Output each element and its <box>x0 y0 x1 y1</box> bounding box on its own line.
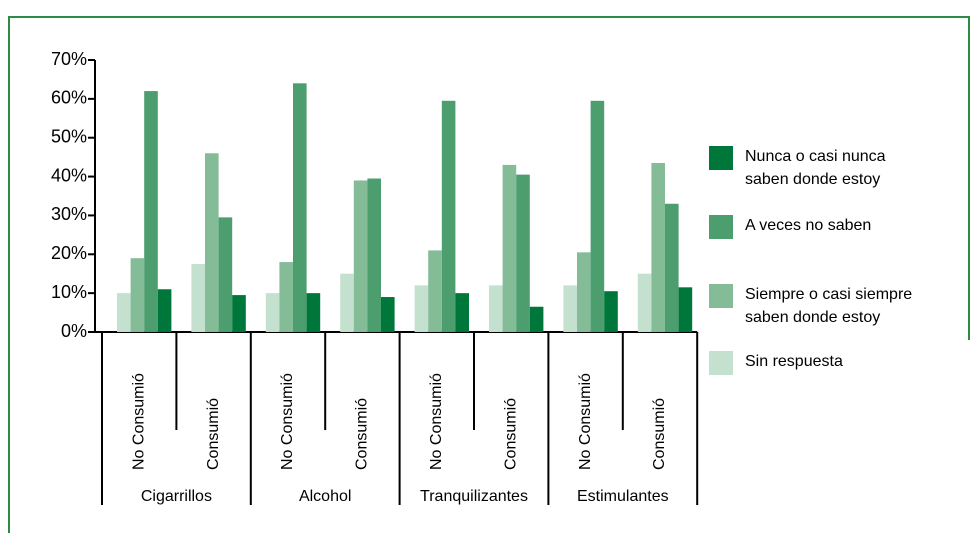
bar <box>529 306 544 332</box>
bar <box>293 83 307 332</box>
y-tick-label: 20% <box>51 243 87 263</box>
x-tick-label: Consumió <box>354 398 371 470</box>
bar <box>651 162 665 332</box>
legend-swatch <box>709 284 733 308</box>
bar <box>678 287 693 332</box>
x-tick-label: No Consumió <box>130 373 147 470</box>
legend-swatch <box>709 146 733 170</box>
frame <box>8 16 970 533</box>
group-label: Alcohol <box>299 488 351 505</box>
bar <box>502 164 517 332</box>
x-tick-label: Consumió <box>502 398 519 470</box>
legend-label: Sin respuesta <box>745 353 843 370</box>
group-label: Estimulantes <box>577 488 669 505</box>
legend-swatch <box>709 351 733 375</box>
x-tick-label: No Consumió <box>428 373 445 470</box>
y-tick-label: 50% <box>51 126 87 146</box>
bar <box>218 217 233 332</box>
bar <box>265 293 280 332</box>
bar <box>381 297 395 332</box>
bar <box>117 293 131 332</box>
x-tick-label: No Consumió <box>577 373 594 470</box>
bar <box>577 252 591 332</box>
bar <box>665 203 679 332</box>
legend-label: A veces no saben <box>745 217 872 234</box>
bar <box>414 285 429 332</box>
y-tick-label: 10% <box>51 282 87 302</box>
y-tick-label: 40% <box>51 165 87 185</box>
bar <box>232 295 246 332</box>
bar <box>489 285 503 332</box>
x-tick-label: Consumió <box>651 398 668 470</box>
bar <box>205 153 219 332</box>
group-label: Cigarrillos <box>141 488 212 505</box>
bar <box>340 273 354 332</box>
legend-label: Siempre o casi siempre saben donde estoy <box>745 286 913 326</box>
bar <box>353 180 368 332</box>
y-tick-label: 0% <box>61 321 87 341</box>
y-tick-label: 70% <box>51 49 87 69</box>
bar <box>157 289 172 332</box>
bar <box>428 250 442 332</box>
y-tick-label: 60% <box>51 88 87 108</box>
bar <box>441 100 456 332</box>
bar <box>637 273 652 332</box>
y-tick-label: 30% <box>51 204 87 224</box>
group-label: Tranquilizantes <box>420 488 528 505</box>
legend-label: Nunca o casi nunca saben donde estoy <box>745 148 886 188</box>
bar <box>367 178 381 332</box>
bar <box>144 91 158 332</box>
x-tick-label: No Consumió <box>279 373 296 470</box>
bar <box>130 258 145 332</box>
bar <box>306 293 321 332</box>
bar <box>563 285 577 332</box>
bar <box>279 262 293 332</box>
bar <box>590 100 605 332</box>
x-tick-label: Consumió <box>205 398 222 470</box>
bar <box>191 264 205 332</box>
legend-swatch <box>709 215 733 239</box>
bar <box>516 174 530 332</box>
bar <box>455 293 469 332</box>
bar <box>604 291 618 332</box>
